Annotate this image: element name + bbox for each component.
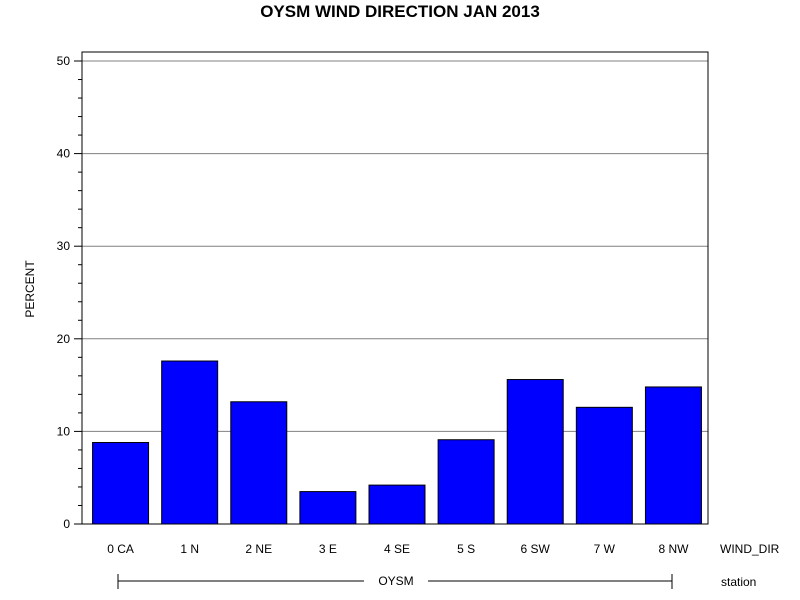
y-tick-label: 50 (57, 54, 71, 68)
x-axis-tick-labels: 0 CA 1 N 2 NE 3 E 4 SE 5 S 6 SW 7 W 8 NW (107, 542, 689, 556)
y-tick-label: 40 (57, 147, 71, 161)
bar (299, 491, 357, 525)
chart-title: OYSM WIND DIRECTION JAN 2013 (260, 2, 540, 21)
bar (506, 379, 564, 525)
y-tick-label: 30 (57, 239, 71, 253)
y-minor-ticks (78, 79, 82, 506)
x-tick-label: 4 SE (384, 542, 410, 556)
station-group-axis: OYSM station (117, 574, 756, 589)
y-axis-ticks: 0 10 20 30 40 50 (57, 54, 82, 531)
bars (92, 360, 702, 525)
bar (92, 442, 150, 525)
group-label: OYSM (378, 574, 413, 588)
bar (644, 386, 702, 525)
x-tick-label: 2 NE (245, 542, 272, 556)
bar (575, 406, 633, 525)
x-tick-label: 8 NW (658, 542, 689, 556)
y-tick-label: 10 (57, 424, 71, 438)
x-axis-label: WIND_DIR (720, 542, 780, 556)
x-tick-label: 5 S (457, 542, 475, 556)
group-axis-label: station (721, 575, 756, 589)
x-tick-label: 7 W (594, 542, 616, 556)
x-tick-label: 6 SW (521, 542, 551, 556)
x-tick-label: 3 E (319, 542, 337, 556)
bar (230, 401, 288, 525)
bar (161, 360, 219, 525)
y-tick-label: 0 (63, 517, 70, 531)
x-tick-label: 0 CA (107, 542, 134, 556)
bar (437, 439, 495, 525)
plot-frame (81, 51, 709, 525)
x-tick-label: 1 N (180, 542, 199, 556)
bar (368, 484, 426, 525)
y-axis-label: PERCENT (23, 260, 37, 318)
y-tick-label: 20 (57, 332, 71, 346)
